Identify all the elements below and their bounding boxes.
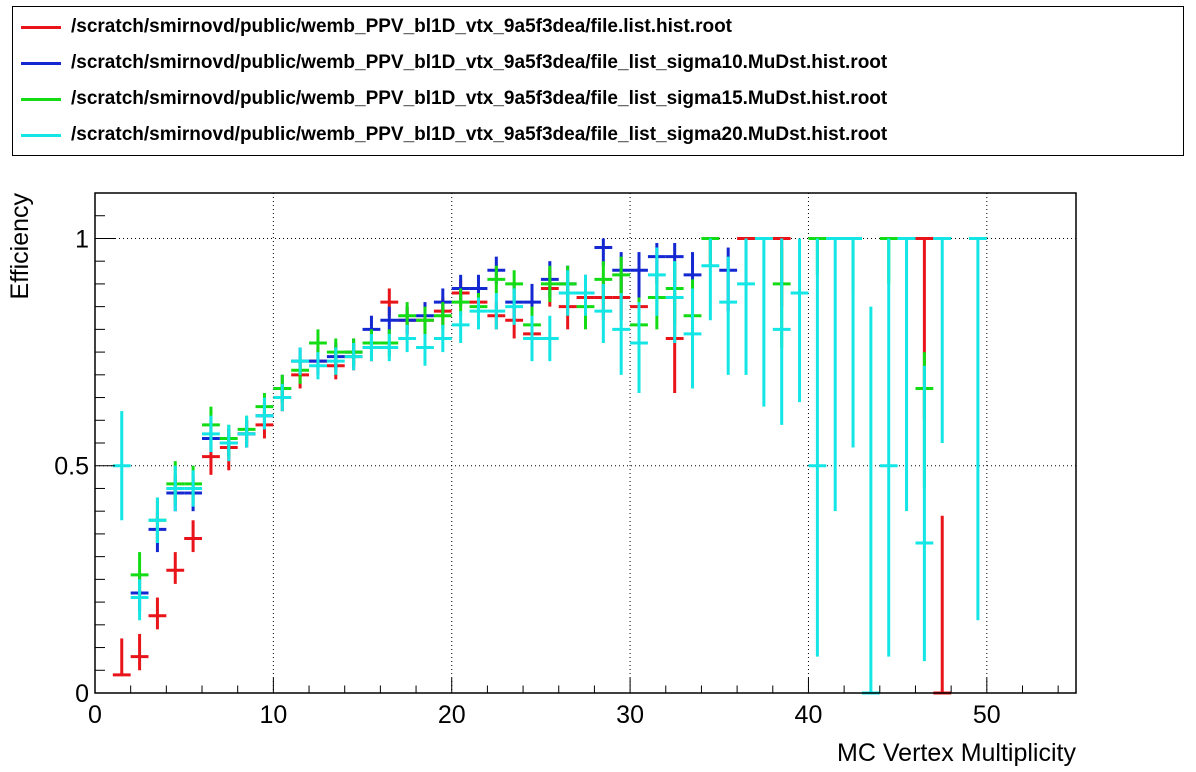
data-point [897, 236, 916, 512]
legend-entry: /scratch/smirnovd/public/wemb_PPV_bl1D_v… [13, 45, 1183, 81]
data-point [344, 343, 363, 371]
legend: /scratch/smirnovd/public/wemb_PPV_bl1D_v… [12, 6, 1184, 156]
data-point [148, 597, 167, 630]
data-point [630, 302, 648, 393]
legend-swatch-cyan [21, 133, 61, 137]
legend-swatch-red [21, 25, 61, 29]
data-point [933, 236, 952, 443]
data-point [737, 238, 755, 375]
legend-entry: /scratch/smirnovd/public/wemb_PPV_bl1D_v… [13, 117, 1183, 153]
data-point [630, 252, 648, 298]
data-point [665, 261, 684, 343]
data-point [612, 293, 631, 375]
data-point [130, 633, 149, 671]
data-point [184, 520, 203, 553]
x-tick-label: 0 [88, 701, 102, 729]
data-point [826, 236, 845, 512]
data-point [202, 415, 220, 453]
data-point [166, 552, 185, 584]
y-axis-title: Efficiency [6, 193, 34, 300]
data-point [683, 288, 702, 389]
data-point [148, 497, 167, 543]
data-point [540, 315, 559, 362]
x-tick-label: 20 [438, 701, 466, 729]
data-point [612, 256, 631, 298]
series-1 [130, 238, 738, 612]
data-point [576, 274, 595, 316]
data-point [112, 411, 131, 521]
data-point [844, 236, 862, 448]
data-point [273, 383, 292, 412]
legend-swatch-blue [21, 61, 61, 65]
data-point [130, 579, 149, 621]
x-tick-label: 30 [616, 701, 644, 729]
data-point [309, 352, 327, 380]
grid-lines [95, 193, 1076, 693]
data-point [808, 238, 827, 657]
legend-swatch-green [21, 97, 61, 101]
data-point [416, 306, 434, 334]
data-point [594, 283, 613, 343]
data-point [719, 256, 738, 375]
data-point [184, 470, 203, 507]
legend-label: /scratch/smirnovd/public/wemb_PPV_bl1D_v… [71, 124, 888, 145]
data-point [790, 238, 809, 403]
data-point [701, 238, 720, 321]
y-tick-label: 0.5 [54, 453, 89, 481]
y-tick-label: 0 [75, 680, 89, 708]
x-tick-label: 10 [259, 701, 287, 729]
data-point [362, 333, 381, 362]
axis-ticks [94, 192, 1059, 694]
data-point [469, 297, 488, 330]
data-point [237, 415, 256, 448]
data-point [558, 270, 577, 316]
series-layer [112, 236, 987, 695]
data-point [451, 311, 470, 343]
data-point [326, 347, 345, 375]
data-point [487, 293, 506, 330]
data-point [255, 397, 274, 430]
y-tick-label: 1 [75, 225, 89, 253]
data-point [540, 265, 559, 303]
x-tick-label: 40 [795, 701, 823, 729]
data-point [523, 315, 541, 362]
legend-label: /scratch/smirnovd/public/wemb_PPV_bl1D_v… [71, 16, 733, 37]
data-point [647, 247, 666, 316]
data-point [433, 324, 452, 353]
data-point [505, 288, 524, 325]
legend-entry: /scratch/smirnovd/public/wemb_PPV_bl1D_v… [13, 9, 1183, 45]
data-point [879, 238, 898, 657]
x-axis-title: MC Vertex Multiplicity [837, 739, 1076, 767]
data-point [754, 236, 773, 407]
data-point [861, 306, 880, 695]
plot-frame [94, 192, 1077, 694]
data-point [166, 465, 185, 512]
data-point [416, 333, 434, 366]
x-tick-label: 50 [973, 701, 1001, 729]
data-point [915, 365, 934, 662]
data-point [112, 638, 131, 677]
data-point [772, 238, 791, 425]
data-point [968, 236, 987, 621]
legend-label: /scratch/smirnovd/public/wemb_PPV_bl1D_v… [71, 52, 888, 73]
tick-labels: 0 10 20 30 40 50 0 0.5 1 [54, 225, 1000, 729]
data-point [487, 265, 506, 293]
data-point [291, 347, 310, 375]
data-point [933, 515, 952, 695]
series-3 [112, 236, 987, 695]
data-point [219, 424, 238, 462]
data-point [380, 333, 399, 362]
legend-label: /scratch/smirnovd/public/wemb_PPV_bl1D_v… [71, 88, 888, 109]
data-point [398, 324, 417, 353]
legend-entry: /scratch/smirnovd/public/wemb_PPV_bl1D_v… [13, 81, 1183, 117]
